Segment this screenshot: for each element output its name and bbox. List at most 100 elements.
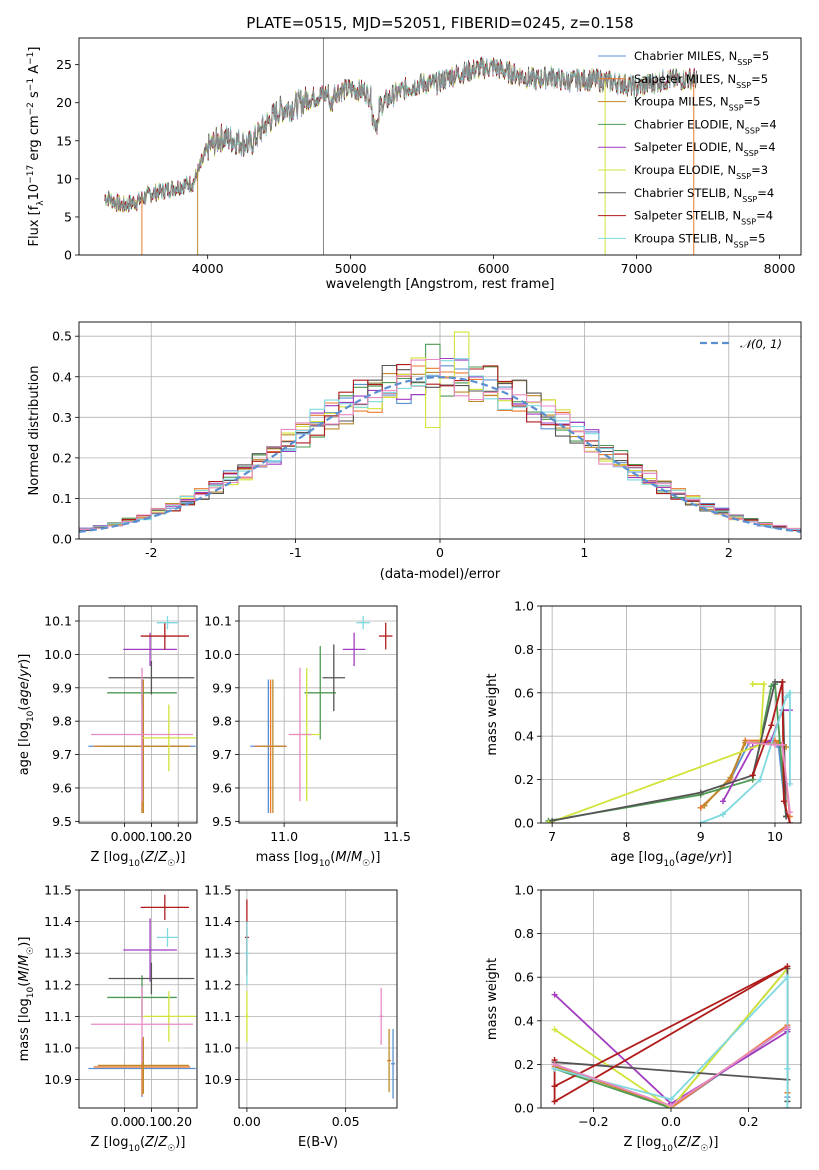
y-tick-label: 1.0 xyxy=(514,599,534,614)
weight-marker xyxy=(786,820,793,823)
weight-marker xyxy=(749,681,756,688)
x-axis-label: age [log10(age/yr)] xyxy=(610,850,732,869)
normal-curve xyxy=(79,376,801,533)
y-tick-label: 9.5 xyxy=(52,814,72,829)
x-tick-label: 1 xyxy=(580,545,588,560)
y-tick-label: 0.2 xyxy=(52,450,72,465)
y-tick-label: 0.0 xyxy=(514,816,534,831)
histogram-pink xyxy=(79,358,801,530)
legend-entry: Salpeter ELODIE, NSSP=4 xyxy=(634,140,776,158)
axes-frame xyxy=(540,605,802,824)
y-tick-label: 10.1 xyxy=(204,614,232,629)
y-tick-label: 0.3 xyxy=(52,410,72,425)
weight-marker xyxy=(783,694,790,701)
weight-marker xyxy=(697,789,704,796)
weight-marker xyxy=(760,681,767,688)
plot-area xyxy=(88,616,196,813)
y-tick-label: 9.7 xyxy=(212,747,232,762)
y-tick-label: 11.3 xyxy=(44,946,72,961)
axes-frame xyxy=(238,605,398,824)
axes-frame xyxy=(78,321,802,540)
x-tick-label: 0.00 xyxy=(111,1114,139,1129)
mass-vs-ebv-panel: 0.00 0.05 10.9 11.0 11.1 11.2 11.3 11.4 11.5 E(B-… xyxy=(204,883,398,1150)
x-tick-label: 0 xyxy=(436,545,444,560)
y-tick-label: 11.5 xyxy=(44,883,72,898)
plot-area xyxy=(104,38,697,255)
weight-marker xyxy=(697,820,704,823)
x-tick-label: 0.20 xyxy=(164,1114,192,1129)
weight-marker xyxy=(786,809,793,816)
y-axis-label: mass weight xyxy=(485,958,500,1040)
weight-marker xyxy=(701,802,708,809)
age-vs-mass-panel: 11.0 11.5 9.5 9.6 9.7 9.8 9.9 10.0 10.1 mass [log… xyxy=(204,605,411,869)
y-tick-label: 0.2 xyxy=(514,1057,534,1072)
x-tick-label: 7 xyxy=(548,829,556,844)
y-tick-label: 9.8 xyxy=(212,714,232,729)
y-axis-label: mass [log10(M/M☉)] xyxy=(17,937,36,1062)
legend-entry: Salpeter STELIB, NSSP=4 xyxy=(634,209,773,227)
x-tick-label: 6000 xyxy=(478,261,510,276)
y-tick-label: 10.9 xyxy=(204,1072,232,1087)
weight-marker xyxy=(746,739,752,746)
y-axis-label: mass weight xyxy=(485,673,500,755)
x-tick-label: 2 xyxy=(725,545,733,560)
weight-marker xyxy=(757,776,764,783)
y-tick-label: 11.0 xyxy=(44,1040,72,1055)
legend-entry: Chabrier ELODIE, NSSP=4 xyxy=(634,117,777,135)
axes-frame xyxy=(238,889,398,1109)
x-axis-label: Z [log10(Z/Z☉)] xyxy=(91,850,186,869)
legend-entry: Chabrier STELIB, NSSP=4 xyxy=(634,186,774,204)
y-tick-label: 0.1 xyxy=(52,491,72,506)
weight-line-kroupa-elodie xyxy=(554,967,789,1108)
legend-entry: Kroupa STELIB, NSSP=5 xyxy=(634,231,765,249)
y-tick-label: 5 xyxy=(64,209,72,224)
spectrum-panel: 4000 5000 6000 7000 8000 0 5 10 15 20 25 wavelength… xyxy=(26,37,802,292)
x-tick-label: -2 xyxy=(145,545,157,560)
axes-frame xyxy=(78,37,802,256)
x-tick-label: 0.05 xyxy=(332,1114,360,1129)
y-tick-label: 0.4 xyxy=(52,369,72,384)
axes-frame xyxy=(540,889,802,1109)
y-tick-label: 9.9 xyxy=(52,680,72,695)
x-axis-label: (data-model)/error xyxy=(380,567,501,582)
x-tick-label: 0.2 xyxy=(739,1114,759,1129)
x-tick-label: 8000 xyxy=(764,261,796,276)
y-tick-label: 10 xyxy=(56,171,72,186)
x-tick-label: 8 xyxy=(622,829,630,844)
y-tick-label: 25 xyxy=(56,57,72,72)
y-tick-label: 11.1 xyxy=(44,1009,72,1024)
weight-marker xyxy=(727,774,734,781)
residuals-panel: -2 -1 0 1 2 0.0 0.1 0.2 0.3 0.4 0.5 (data-model)/er… xyxy=(27,321,802,582)
x-axis-label: E(B-V) xyxy=(298,1135,338,1150)
x-tick-label: 0.00 xyxy=(111,829,139,844)
y-tick-label: 0.8 xyxy=(514,642,534,657)
weight-marker xyxy=(720,811,726,818)
axes-frame xyxy=(78,605,198,824)
weight-marker xyxy=(784,974,791,981)
weight-line-pink xyxy=(748,741,791,813)
legend-entry: Kroupa MILES, NSSP=5 xyxy=(634,95,760,113)
weight-marker xyxy=(551,1098,558,1105)
x-axis-label: mass [log10(M/M☉)] xyxy=(256,850,381,869)
y-tick-label: 0.6 xyxy=(514,685,534,700)
weight-marker xyxy=(551,1083,558,1090)
x-tick-label: 0.0 xyxy=(661,1114,681,1129)
figure-title: PLATE=0515, MJD=52051, FIBERID=0245, z=0… xyxy=(246,14,633,32)
plot-area xyxy=(545,678,793,823)
legend-entry: Kroupa ELODIE, NSSP=3 xyxy=(634,163,768,181)
plot-area xyxy=(551,963,791,1108)
y-tick-label: 1.0 xyxy=(514,883,534,898)
y-tick-label: 0.4 xyxy=(514,1013,534,1028)
x-tick-label: 11.5 xyxy=(383,829,411,844)
y-tick-label: 9.5 xyxy=(212,814,232,829)
y-tick-label: 10.0 xyxy=(44,647,72,662)
weight-marker xyxy=(779,678,786,685)
y-tick-label: 9.8 xyxy=(52,714,72,729)
axes-frame xyxy=(78,889,198,1109)
x-tick-label: 7000 xyxy=(621,261,653,276)
x-axis-label: Z [log10(Z/Z☉)] xyxy=(91,1135,186,1154)
y-tick-label: 11.2 xyxy=(44,977,72,992)
x-axis-label: wavelength [Angstrom, rest frame] xyxy=(326,277,555,292)
y-tick-label: 9.9 xyxy=(212,680,232,695)
